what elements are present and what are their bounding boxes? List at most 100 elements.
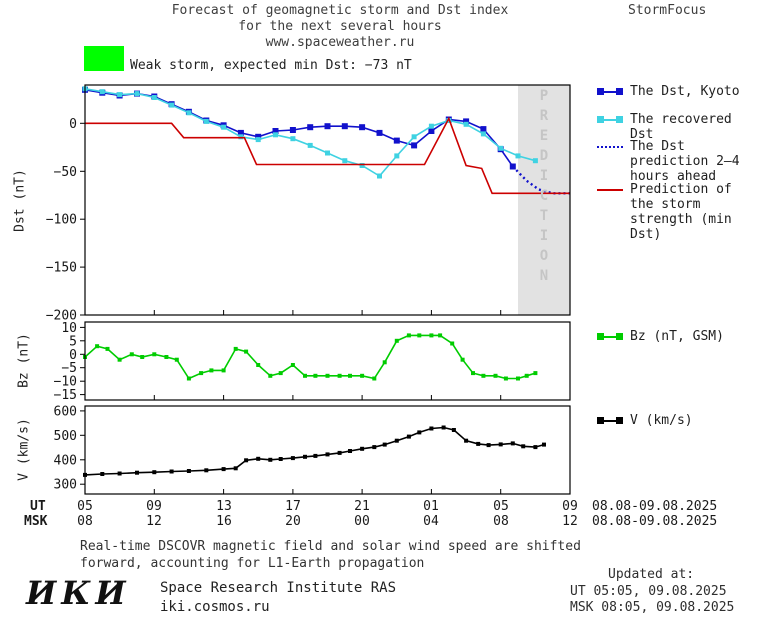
marker-dst-kyoto [324, 123, 331, 130]
updated-at-title: Updated at: [608, 567, 695, 582]
marker-bz-gsm [199, 371, 204, 376]
msk-tick-label: 12 [562, 514, 578, 529]
footnote-line2: forward, accounting for L1-Earth propaga… [80, 556, 425, 571]
legend-dst-prediction: The Dst prediction 2–4 hours ahead [597, 139, 760, 184]
recovered-line-icon [597, 114, 623, 126]
ytick-label: −150 [46, 261, 77, 276]
marker-dst-recovered [255, 137, 261, 143]
marker-bz-gsm [337, 373, 342, 378]
ut-tick-label: 09 [562, 499, 578, 514]
marker-bz-gsm [417, 333, 422, 338]
marker-v-speed [348, 449, 352, 453]
marker-bz-gsm [372, 376, 377, 381]
marker-bz-gsm [95, 344, 100, 349]
marker-v-speed [313, 453, 318, 458]
legend-storm-label: Prediction of the storm strength (min Ds… [630, 182, 732, 242]
marker-bz-gsm [394, 338, 399, 343]
marker-dst-recovered [290, 136, 296, 142]
marker-v-speed [464, 438, 469, 443]
dst-axis-label: Dst (nT) [12, 169, 28, 232]
marker-dst-kyoto [463, 118, 470, 125]
marker-v-speed [303, 454, 307, 459]
panel-frame-v [84, 405, 571, 495]
marker-dst-recovered [238, 134, 244, 140]
marker-dst-kyoto [237, 129, 244, 136]
marker-bz-gsm [406, 333, 411, 338]
marker-dst-kyoto [255, 133, 262, 140]
legend-bz: Bz (nT, GSM) [597, 329, 760, 344]
marker-dst-recovered [325, 150, 330, 156]
marker-v-speed [394, 438, 399, 443]
msk-tick-label: 08 [493, 514, 509, 529]
prediction-band-label: PREDICTION [536, 88, 552, 288]
marker-dst-kyoto [341, 123, 348, 130]
marker-v-speed [510, 441, 515, 446]
updated-at-ut: UT 05:05, 09.08.2025 [570, 584, 727, 599]
marker-dst-recovered [221, 124, 227, 130]
ytick-label: 0 [69, 117, 77, 132]
legend-v-label: V (km/s) [630, 413, 693, 428]
marker-v-speed [290, 456, 295, 461]
marker-v-speed [233, 466, 238, 471]
msk-tick-label: 08 [77, 514, 93, 529]
msk-tick-label: 00 [354, 514, 370, 529]
legend-prediction-label: The Dst prediction 2–4 hours ahead [630, 139, 740, 184]
msk-row-label: MSK [24, 514, 48, 529]
marker-v-speed [100, 472, 105, 476]
marker-dst-kyoto [480, 126, 487, 133]
marker-dst-recovered [134, 91, 140, 97]
marker-v-speed [451, 428, 456, 432]
marker-dst-recovered [377, 173, 382, 179]
marker-v-speed [417, 430, 422, 435]
marker-v-speed [542, 442, 546, 447]
footnote-line1: Real-time DSCOVR magnetic field and sola… [80, 539, 581, 554]
marker-v-speed [498, 442, 503, 447]
ut-date-range: 08.08-09.08.2025 [592, 499, 718, 514]
marker-bz-gsm [303, 373, 307, 378]
ytick-label: 300 [54, 478, 77, 493]
ytick-label: 5 [69, 334, 77, 349]
marker-bz-gsm [186, 376, 191, 381]
marker-v-speed [278, 457, 283, 461]
prediction-band [518, 85, 570, 315]
marker-v-speed [256, 456, 261, 461]
storm-level-swatch [84, 46, 124, 71]
marker-dst-recovered [117, 92, 123, 98]
ytick-label: −10 [54, 375, 77, 390]
marker-dst-kyoto [359, 124, 366, 131]
marker-v-speed [521, 444, 526, 449]
legend-dst-kyoto: The Dst, Kyoto [597, 84, 760, 99]
ytick-label: −50 [54, 165, 77, 180]
marker-bz-gsm [290, 363, 295, 367]
marker-v-speed [441, 425, 446, 430]
marker-bz-gsm [152, 352, 157, 357]
ut-tick-labels: UT 08.08-09.08.2025 05 09 13 17 21 01 05 09 [0, 499, 760, 514]
ut-tick-label: 09 [146, 499, 162, 514]
msk-tick-labels: MSK 08.08-09.08.2025 08 12 16 20 00 04 08 12 [0, 514, 760, 529]
storm-line-icon [597, 184, 623, 196]
marker-v-speed [169, 469, 174, 474]
marker-v-speed [486, 443, 491, 448]
marker-dst-recovered [342, 158, 348, 164]
msk-tick-label: 12 [146, 514, 162, 529]
legend-bz-label: Bz (nT, GSM) [630, 329, 724, 344]
marker-bz-gsm [221, 368, 226, 373]
marker-dst-recovered [186, 110, 192, 116]
storm-level-label: Weak storm, expected min Dst: −73 nT [130, 58, 412, 73]
marker-dst-recovered [151, 95, 157, 100]
marker-bz-gsm [278, 371, 283, 376]
ut-tick-label: 05 [77, 499, 93, 514]
marker-bz-gsm [140, 355, 145, 359]
legend-storm-strength: Prediction of the storm strength (min Ds… [597, 182, 760, 242]
msk-date-range: 08.08-09.08.2025 [592, 514, 718, 529]
ut-row-label: UT [30, 499, 46, 514]
marker-v-speed [476, 441, 481, 446]
marker-v-speed [533, 445, 538, 450]
v-line-icon [597, 415, 623, 427]
marker-bz-gsm [233, 346, 238, 351]
series-v-speed [84, 426, 545, 476]
ytick-label: −200 [46, 309, 77, 324]
iki-logo: ИКИ [26, 574, 131, 612]
marker-v-speed [372, 445, 377, 450]
